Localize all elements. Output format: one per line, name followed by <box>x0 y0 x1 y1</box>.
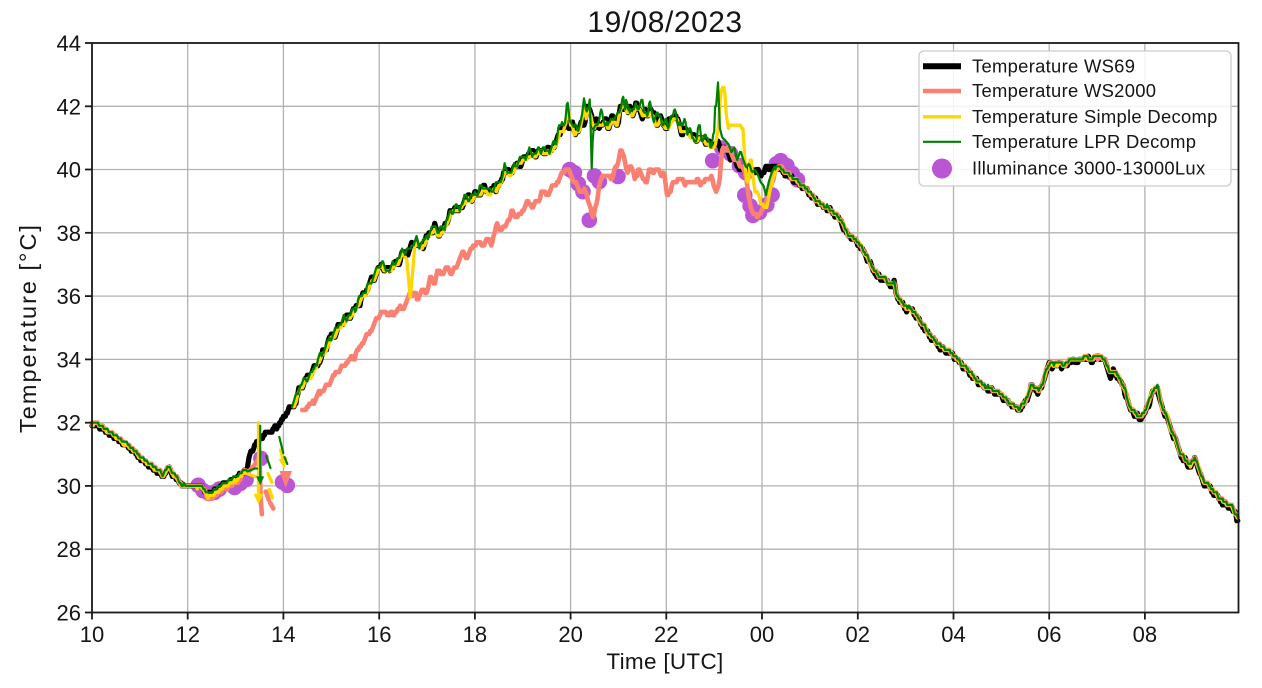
svg-text:30: 30 <box>57 474 81 499</box>
svg-text:10: 10 <box>80 622 104 647</box>
svg-text:02: 02 <box>846 622 870 647</box>
svg-text:16: 16 <box>367 622 391 647</box>
svg-text:14: 14 <box>271 622 295 647</box>
svg-text:04: 04 <box>941 622 965 647</box>
svg-text:Temperature LPR Decomp: Temperature LPR Decomp <box>972 131 1196 152</box>
svg-text:40: 40 <box>57 158 81 183</box>
svg-text:Temperature [°C]: Temperature [°C] <box>15 223 41 433</box>
svg-text:19/08/2023: 19/08/2023 <box>587 6 742 39</box>
svg-text:22: 22 <box>654 622 678 647</box>
svg-text:Time [UTC]: Time [UTC] <box>606 649 723 674</box>
svg-text:06: 06 <box>1037 622 1061 647</box>
svg-text:32: 32 <box>57 411 81 436</box>
svg-text:34: 34 <box>57 347 81 372</box>
svg-text:20: 20 <box>558 622 582 647</box>
svg-text:36: 36 <box>57 284 81 309</box>
svg-text:38: 38 <box>57 221 81 246</box>
svg-text:18: 18 <box>463 622 487 647</box>
svg-text:26: 26 <box>57 601 81 626</box>
svg-text:08: 08 <box>1133 622 1157 647</box>
svg-text:Temperature Simple Decomp: Temperature Simple Decomp <box>972 106 1218 127</box>
svg-text:44: 44 <box>57 31 81 56</box>
svg-text:12: 12 <box>175 622 199 647</box>
svg-text:Temperature WS69: Temperature WS69 <box>972 55 1135 76</box>
svg-text:00: 00 <box>750 622 774 647</box>
svg-text:Temperature WS2000: Temperature WS2000 <box>972 80 1156 101</box>
svg-text:Illuminance 3000-13000Lux: Illuminance 3000-13000Lux <box>972 158 1205 179</box>
svg-text:28: 28 <box>57 537 81 562</box>
svg-text:42: 42 <box>57 94 81 119</box>
